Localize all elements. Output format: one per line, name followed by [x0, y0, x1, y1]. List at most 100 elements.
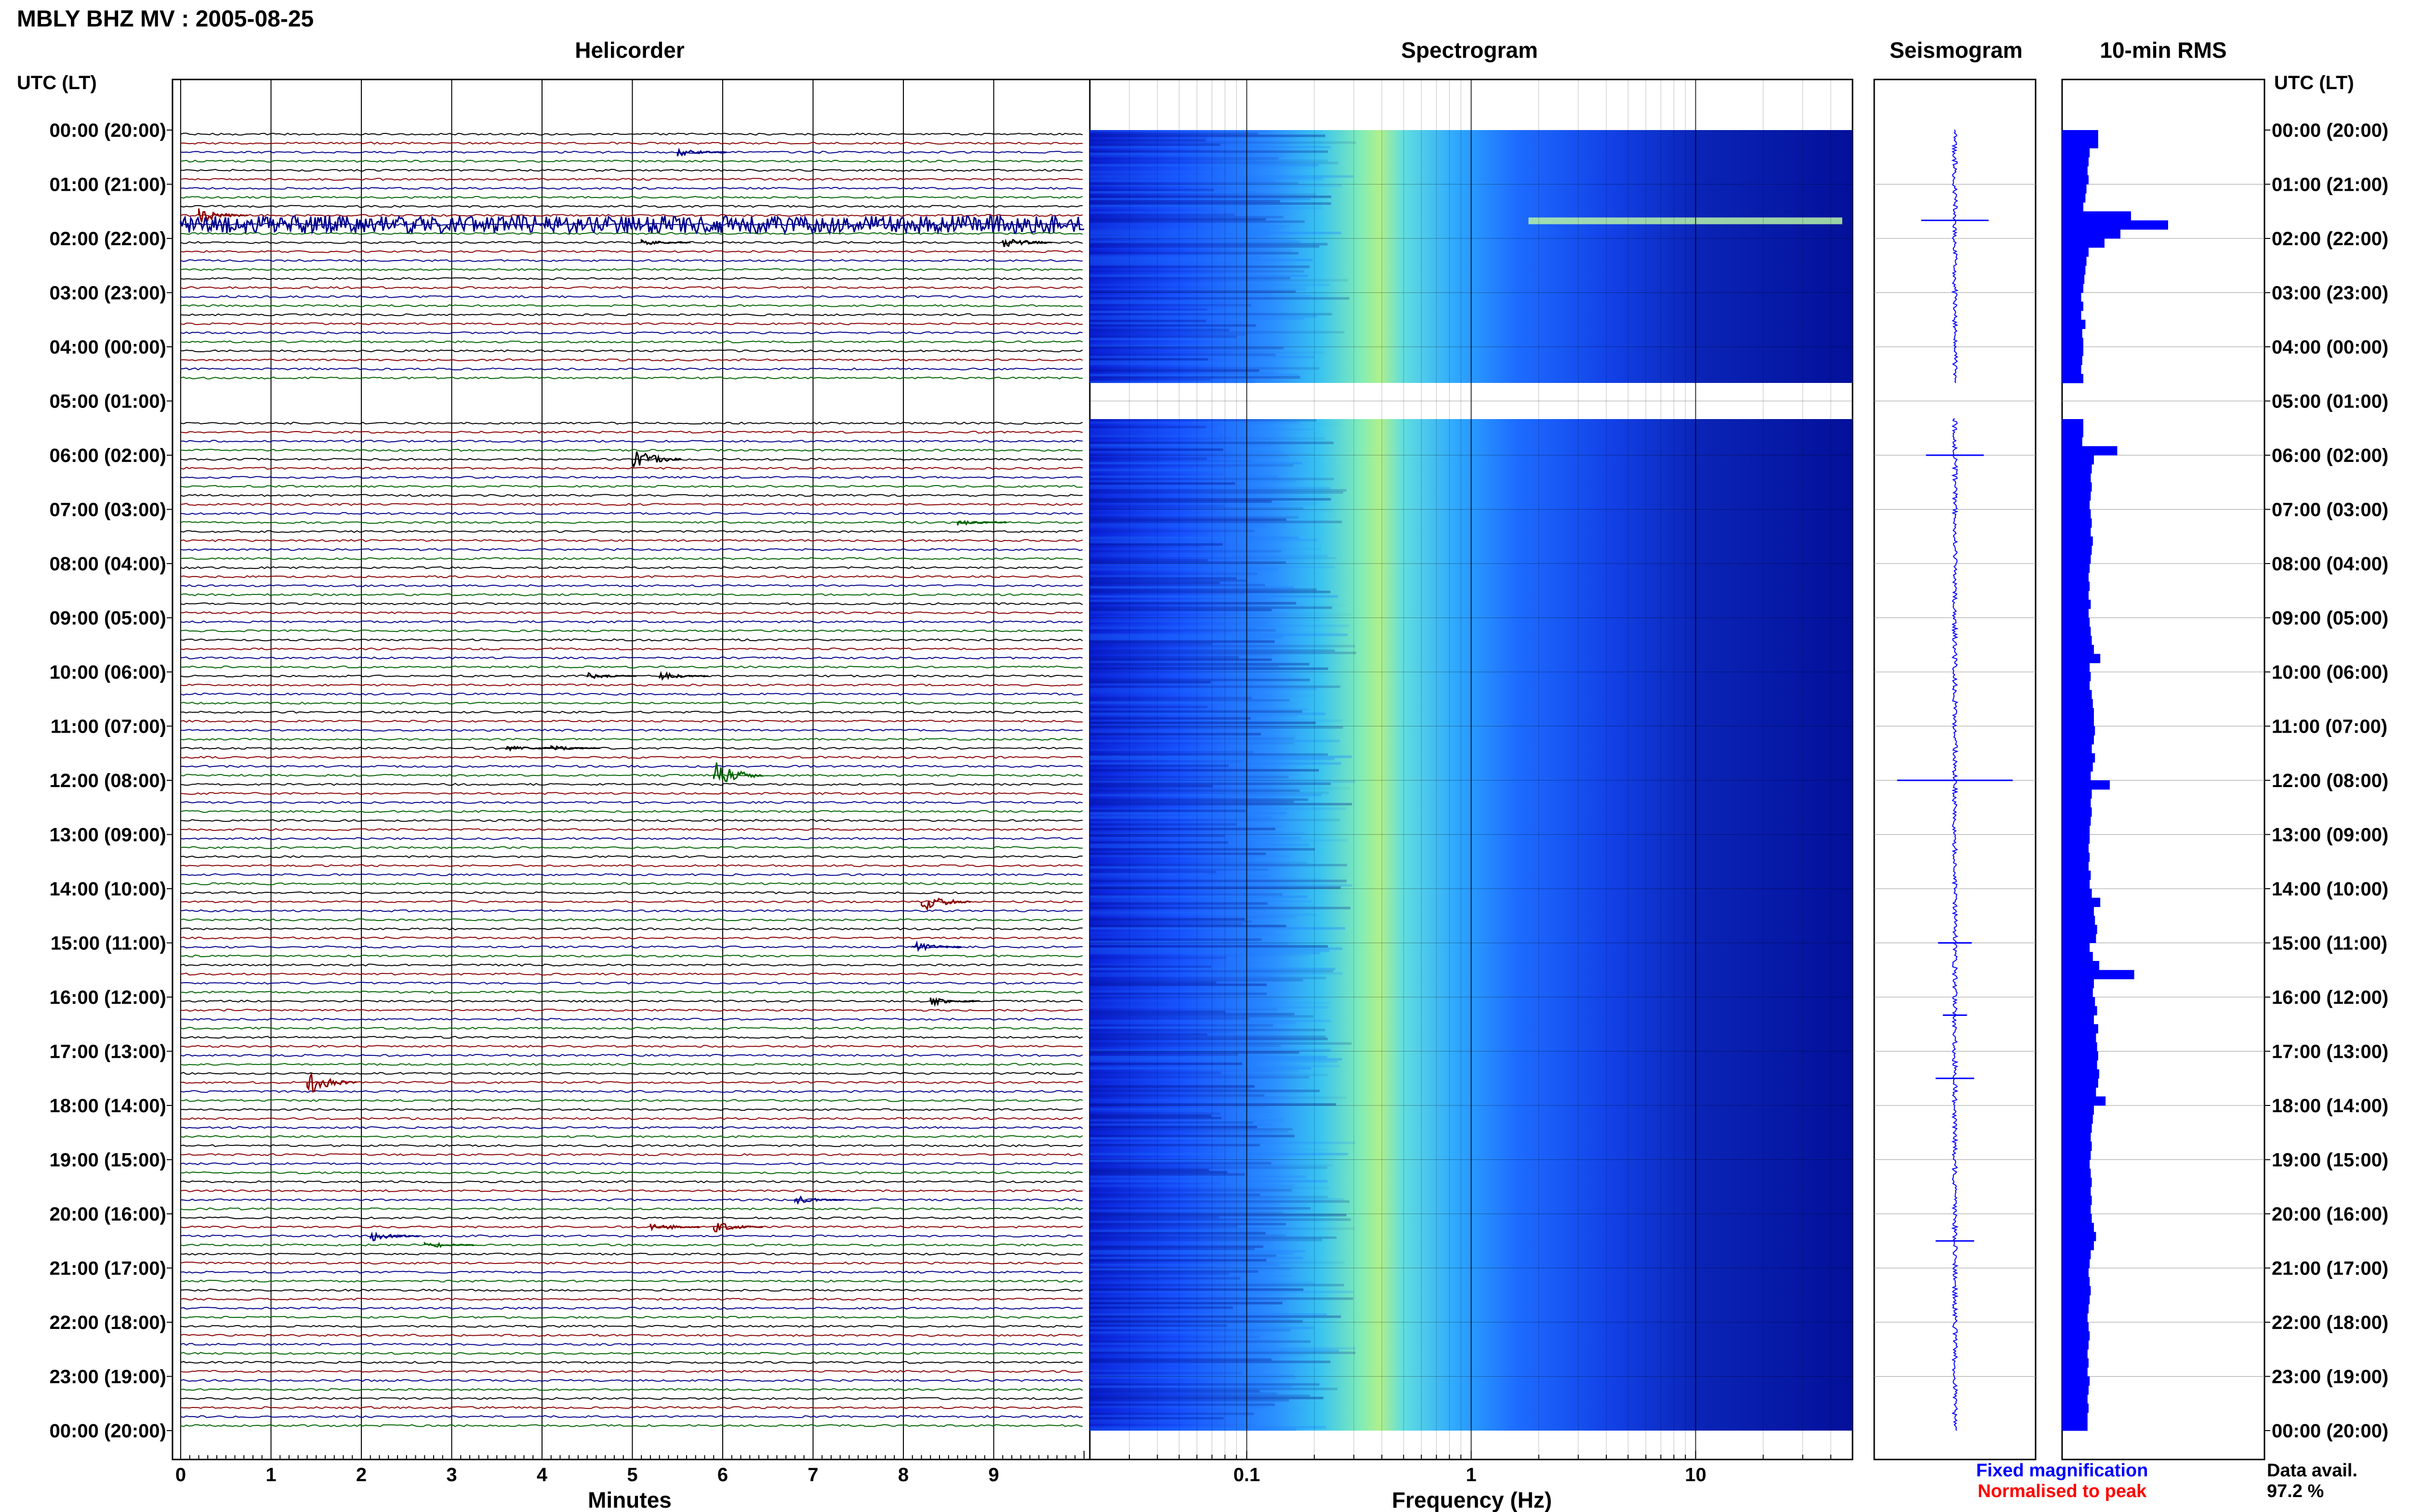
spectrogram-row-variation	[1090, 1132, 1294, 1135]
spectrogram-row-variation	[1090, 1214, 1347, 1217]
helicorder-trace	[180, 1334, 1083, 1337]
spectrogram-row-variation	[1090, 457, 1207, 460]
helicorder-trace	[180, 801, 1083, 804]
rms-bar	[2062, 446, 2118, 456]
spectrogram-row-variation	[1090, 855, 1290, 857]
spectrogram-row-variation	[1090, 591, 1331, 593]
helicorder-trace	[180, 503, 1083, 506]
spectrogram-row-variation	[1090, 739, 1340, 742]
helicorder-event	[306, 1073, 357, 1093]
spectrogram-row-variation	[1090, 175, 1354, 178]
spectrogram-row-variation	[1090, 200, 1280, 203]
helicorder-event	[550, 745, 600, 751]
helicorder-trace	[180, 467, 1083, 470]
helicorder-trace	[180, 981, 1083, 985]
spectrogram-row-variation	[1090, 1354, 1306, 1356]
rms-bar	[2062, 509, 2091, 519]
spectrogram-row-variation	[1090, 1006, 1329, 1009]
spectrogram-row-variation	[1090, 1055, 1327, 1059]
spectrogram-row-variation	[1090, 376, 1300, 379]
rms-bar	[2062, 482, 2092, 492]
helicorder-event	[676, 147, 727, 157]
spectrogram-row-variation	[1090, 674, 1293, 677]
spectrogram-row-variation	[1090, 1385, 1292, 1388]
spectrogram-row-variation	[1090, 1288, 1304, 1291]
helicorder-event	[713, 762, 763, 783]
spectrogram-row-variation	[1090, 1263, 1279, 1266]
spectrogram-row-variation	[1090, 697, 1252, 699]
spectrogram-row-variation	[1090, 723, 1264, 726]
spectrogram-row-variation	[1090, 448, 1223, 451]
spectrogram-row-variation	[1090, 1080, 1244, 1083]
spectrogram-row-variation	[1090, 358, 1208, 361]
time-label-left: 13:00 (09:00)	[50, 825, 166, 846]
helicorder-trace	[180, 349, 1083, 353]
spectrogram-row-variation	[1090, 933, 1292, 936]
helicorder-trace	[180, 1108, 1083, 1111]
helicorder-trace	[180, 1361, 1083, 1364]
spectrogram-row-variation	[1090, 1308, 1240, 1312]
spectrogram-row-variation	[1090, 1026, 1258, 1029]
spectrogram-row-variation	[1090, 466, 1211, 469]
spectrogram-row-variation	[1090, 981, 1217, 984]
spectrogram-row-variation	[1090, 308, 1207, 311]
spectrogram-row-variation	[1090, 1358, 1271, 1361]
rms-bar	[2062, 1069, 2099, 1079]
spectrogram-row-variation	[1090, 751, 1254, 754]
spectrogram-row-variation	[1090, 672, 1270, 675]
spectrogram-row-variation	[1090, 161, 1339, 164]
rms-bar	[2062, 807, 2092, 817]
rms-bar	[2062, 644, 2094, 654]
spectrogram-row-variation	[1090, 708, 1309, 711]
rms-bar	[2062, 997, 2095, 1007]
time-label-left: 21:00 (17:00)	[50, 1258, 166, 1279]
helicorder-event	[370, 1231, 420, 1242]
rms-bar	[2062, 1150, 2091, 1160]
spectrogram-row-variation	[1090, 1193, 1261, 1196]
spectrogram-row-variation	[1090, 1376, 1296, 1379]
spectrogram-row-variation	[1090, 787, 1350, 789]
helicorder-trace	[180, 611, 1083, 615]
spectrogram-row-variation	[1090, 843, 1309, 846]
helicorder-panel: 0 1 2 3 4 5 6 7 8 9	[172, 79, 1091, 1486]
spectrogram-row-variation	[1090, 1356, 1264, 1359]
spectrogram-row-variation	[1090, 1090, 1320, 1092]
spectrogram-row-variation	[1090, 548, 1321, 551]
spectrogram-row-variation	[1090, 755, 1352, 758]
spectrogram-row-variation	[1090, 1044, 1281, 1047]
helicorder-trace	[180, 927, 1083, 931]
helicorder-trace	[180, 1298, 1083, 1301]
spectrogram-row-variation	[1090, 629, 1276, 632]
spectrogram-row-variation	[1090, 911, 1233, 914]
spectrogram-row-variation	[1090, 929, 1237, 932]
spectrogram-row-variation	[1090, 1408, 1306, 1410]
spectrogram-row-variation	[1090, 776, 1289, 778]
spectrogram-row-variation	[1090, 1180, 1328, 1183]
spectrogram-row-variation	[1090, 1128, 1293, 1131]
spectrogram-row-variation	[1090, 265, 1310, 268]
rms-bar	[2062, 726, 2095, 736]
spectrogram-row-variation	[1090, 1300, 1285, 1302]
rms-bar	[2062, 428, 2083, 437]
helicorder-trace	[180, 1315, 1083, 1319]
spectrogram-row-variation	[1090, 706, 1208, 709]
spectrogram-row-variation	[1090, 920, 1252, 923]
rms-bar	[2062, 627, 2091, 636]
helicorder-trace	[180, 864, 1083, 868]
spectrogram-x-tick-label: 10	[1685, 1464, 1707, 1486]
spectrogram-row-variation	[1090, 150, 1328, 153]
spectrogram-row-variation	[1090, 1419, 1241, 1422]
helicorder-trace	[180, 367, 1083, 371]
spectrogram-row-variation	[1090, 272, 1227, 275]
helicorder-event	[505, 745, 556, 752]
spectrogram-row-variation	[1090, 1351, 1356, 1354]
helicorder-trace	[180, 268, 1083, 271]
spectrogram-row-variation	[1090, 866, 1229, 869]
spectrogram-row-variation	[1090, 828, 1275, 830]
spectrogram-row-variation	[1090, 1162, 1271, 1165]
spectrogram-row-variation	[1090, 954, 1310, 957]
spectrogram-row-variation	[1090, 848, 1315, 851]
helicorder-trace	[180, 1171, 1083, 1174]
spectrogram-row-variation	[1090, 744, 1210, 747]
time-label-left: 05:00 (01:00)	[50, 391, 166, 412]
